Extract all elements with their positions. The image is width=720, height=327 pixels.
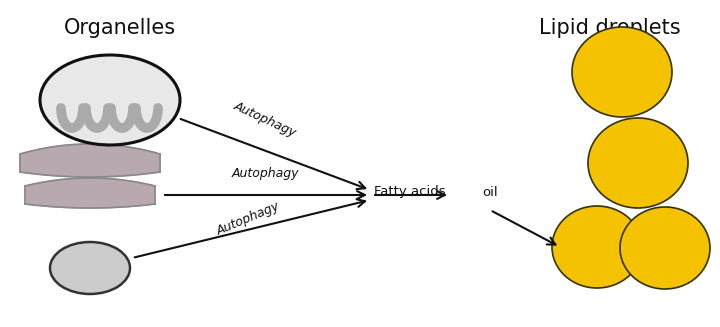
Text: Organelles: Organelles bbox=[64, 18, 176, 38]
Text: Autophagy: Autophagy bbox=[215, 200, 282, 238]
Text: oil: oil bbox=[482, 185, 498, 198]
Ellipse shape bbox=[552, 206, 642, 288]
Ellipse shape bbox=[588, 118, 688, 208]
Text: Lipid droplets: Lipid droplets bbox=[539, 18, 681, 38]
Ellipse shape bbox=[572, 27, 672, 117]
Polygon shape bbox=[25, 178, 155, 208]
Ellipse shape bbox=[50, 242, 130, 294]
Ellipse shape bbox=[620, 207, 710, 289]
Text: Autophagy: Autophagy bbox=[231, 167, 299, 180]
Polygon shape bbox=[20, 144, 160, 177]
Text: Fatty acids: Fatty acids bbox=[374, 185, 446, 198]
Text: Autophagy: Autophagy bbox=[232, 100, 298, 140]
Ellipse shape bbox=[40, 55, 180, 145]
